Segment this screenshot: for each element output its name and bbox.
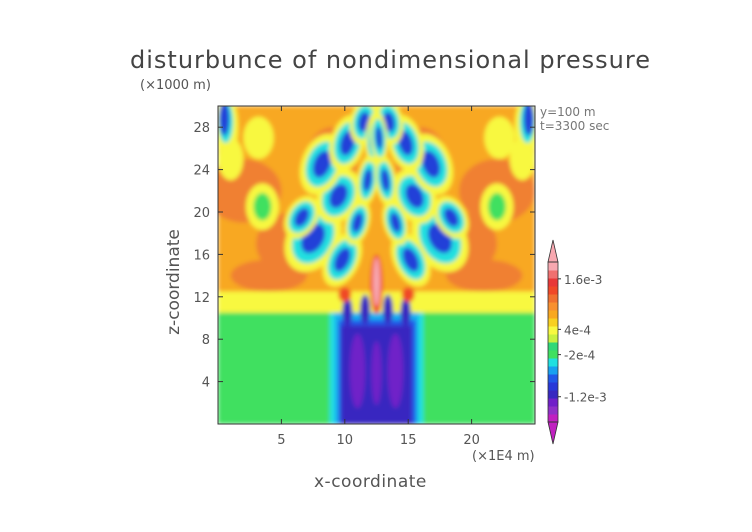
x-axis-label: x-coordinate	[314, 472, 427, 492]
colorbar-swatch	[548, 310, 558, 319]
y-axis-unit: (×1000 m)	[140, 78, 211, 93]
y-tick-label: 8	[202, 333, 210, 348]
x-tick-label: 20	[463, 433, 480, 448]
colorbar-swatch	[548, 374, 558, 383]
colorbar: 1.6e-3 4e-4 -2e-4 -1.2e-3	[547, 239, 607, 445]
colorbar-tick-label: 1.6e-3	[564, 273, 602, 287]
plot-area	[218, 106, 535, 424]
y-tick-label: 12	[193, 291, 210, 306]
colorbar-swatch	[548, 326, 558, 335]
colorbar-swatch	[548, 358, 558, 367]
colorbar-swatch	[548, 270, 558, 279]
colorbar-swatch	[548, 350, 558, 359]
plot-frame	[217, 105, 536, 425]
colorbar-tick-label: -1.2e-3	[564, 391, 607, 405]
y-tick-label: 24	[193, 164, 210, 179]
colorbar-max-arrow	[547, 239, 559, 263]
y-tick-label: 20	[193, 206, 210, 221]
x-tick-label: 5	[277, 433, 285, 448]
x-tick-label: 10	[337, 433, 354, 448]
colorbar-swatch	[548, 390, 558, 399]
y-tick-label: 16	[193, 248, 210, 263]
colorbar-min-arrow	[547, 421, 559, 445]
colorbar-swatch	[548, 302, 558, 311]
colorbar-swatch	[548, 278, 558, 287]
annotation-time: t=3300 sec	[540, 119, 610, 133]
y-tick-label: 28	[193, 121, 210, 136]
colorbar-swatch	[548, 334, 558, 343]
colorbar-swatch	[548, 414, 558, 423]
colorbar-tick-label: 4e-4	[564, 323, 591, 337]
y-tick-label: 4	[202, 376, 210, 391]
colorbar-swatch	[548, 342, 558, 351]
colorbar-swatch	[548, 286, 558, 295]
colorbar-swatch	[548, 398, 558, 407]
x-axis-unit: (×1E4 m)	[472, 449, 535, 464]
colorbar-swatch	[548, 262, 558, 271]
colorbar-swatch	[548, 406, 558, 415]
colorbar-swatch	[548, 318, 558, 327]
annotation-y-position: y=100 m	[540, 105, 596, 119]
colorbar-tick-label: -2e-4	[564, 349, 595, 363]
colorbar-swatch	[548, 294, 558, 303]
chart-title: disturbunce of nondimensional pressure	[130, 46, 651, 74]
colorbar-swatch	[548, 382, 558, 391]
colorbar-swatch	[548, 366, 558, 375]
x-tick-label: 15	[400, 433, 417, 448]
